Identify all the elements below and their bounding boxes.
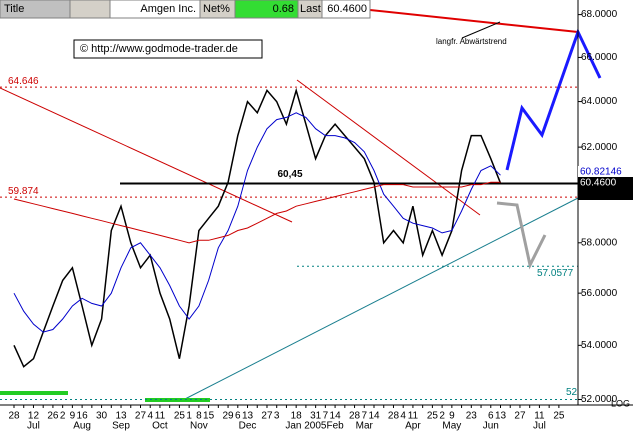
header-cell [0,0,71,19]
y-tick-label: 64.0000 [581,96,618,107]
x-tick-label: 15 [203,411,215,422]
x-tick-label: 8 [196,411,202,422]
x-tick-label: 6 [488,411,494,422]
y-tick-label: 62.0000 [581,142,618,153]
x-tick-label: 12 [28,411,40,422]
level-label: 64.646 [8,76,39,87]
x-tick-label: 14 [330,411,342,422]
header-text: Amgen Inc. [140,3,196,15]
x-tick-label: 13 [242,411,254,422]
month-label: May [442,421,461,431]
plot: 64.646 59.874 60,45 57.0577 52 [0,76,578,400]
x-tick-label: 25 [427,411,439,422]
x-tick-label: 18 [291,411,303,422]
header-text: Net% [203,3,230,15]
x-tick-label: 11 [155,411,166,422]
x-tick-label: 4 [400,411,406,422]
price-box [578,189,633,200]
log-label: LOG [611,398,630,408]
trendline [184,197,579,400]
header-cell [109,0,201,19]
x-tick-label: 11 [408,411,419,422]
forecast-arrow [505,28,602,171]
x-tick-label: 14 [368,411,380,422]
level-label: 59.874 [8,186,39,197]
x-tick-label: 4 [147,411,153,422]
x-tick-label: 9 [449,411,455,422]
copyright-box [73,39,263,59]
price-line [13,87,502,368]
x-tick-label: 27 [135,411,147,422]
x-tick-label: 28 [8,411,20,422]
x-tick-label: 26 [47,411,59,422]
annotation: langfr. Abwärtstrend [436,37,507,46]
y-tick-label: 66.0000 [581,52,618,63]
x-tick-label: 7 [361,411,367,422]
long-trendline [369,9,579,33]
x-tick-label: 28 [388,411,400,422]
trendline [0,87,293,223]
x-tick-label: 6 [235,411,241,422]
x-tick-label: 7 [323,411,329,422]
month-label: Oct [152,421,168,431]
x-tick-label: 23 [466,411,478,422]
x-tick-label: 13 [495,411,507,422]
trendline [296,79,481,216]
month-label: Mar [356,421,374,431]
month-label: Jul [27,421,40,431]
x-tick-label: 27 [514,411,526,422]
x-tick-label: 27 [261,411,273,422]
x-tick-label: 28 [349,411,361,422]
header-text: Last [300,3,321,15]
x-tick-label: 30 [96,411,108,422]
pointer [461,21,501,39]
price-label: 60.82146 [580,167,622,178]
y-tick-label: 54.0000 [581,340,618,351]
level-label: 57.0577 [537,268,574,279]
x-tick-label: 29 [222,411,234,422]
price-label: 60.4600 [580,178,617,189]
level-label: 60,45 [277,169,302,180]
x-tick-label: 9 [70,411,76,422]
forecast-arrow [496,201,547,270]
month-label: Aug [73,421,91,431]
price-box [578,166,633,177]
y-tick-label: 58.0000 [581,237,618,248]
x-tick-label: 31 [310,411,322,422]
x-tick-label: 25 [553,411,565,422]
x-tick-label: 11 [534,411,545,422]
header-cell [321,0,371,19]
y-tick-label: 56.0000 [581,288,618,299]
month-label: Apr [405,421,421,431]
x-tick-label: 2 [439,411,445,422]
header-text: Title [4,3,24,15]
month-label: Sep [112,421,130,431]
x-tick-label: 25 [174,411,186,422]
header-cell [234,0,299,19]
x-tick-label: 3 [274,411,280,422]
level-label: 52 [566,387,578,398]
copyright: © http://www.godmode-trader.de [80,43,238,55]
month-label: Jul [533,421,546,431]
x-tick-label: 1 [186,411,192,422]
header-text: 0.68 [273,3,294,15]
price-line [13,181,501,244]
month-label: Jun [483,421,499,431]
month-label: Nov [190,421,208,431]
header-text: 60.4600 [327,3,367,15]
y-tick-label: 68.0000 [581,9,618,20]
month-label: Jan 2005 [285,421,327,431]
month-label: Dec [239,421,257,431]
price-box [578,177,633,189]
x-tick-label: 2 [60,411,66,422]
x-tick-label: 13 [115,411,127,422]
y-tick-label: 52.0000 [581,394,618,405]
month-label: Feb [326,421,344,431]
x-tick-label: 16 [77,411,89,422]
price-line [13,112,501,333]
